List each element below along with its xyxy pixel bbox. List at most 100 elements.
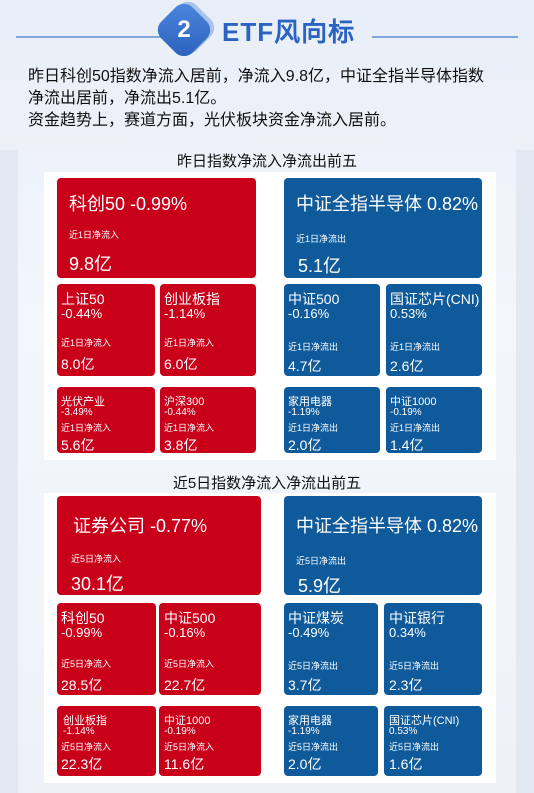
card-change: -0.19% (164, 726, 196, 737)
card-flow-label: 近5日净流入 (61, 659, 112, 669)
card-change: -0.44% (164, 407, 196, 418)
outflow-card: 家用电器 -1.19% 近1日净流出 2.0亿 (284, 387, 380, 453)
outflow-card: 中证500 -0.16% 近1日净流出 4.7亿 (284, 284, 380, 376)
card-flow-value: 6.0亿 (164, 356, 198, 372)
card-flow-label: 近5日净流入 (164, 742, 215, 752)
inflow-card-main: 科创50 -0.99% 近1日净流入 9.8亿 (57, 178, 256, 278)
card-change: -1.14% (164, 306, 206, 321)
section2-panel: 证券公司 -0.77% 近5日净流入 30.1亿 中证全指半导体 0.82% 近… (44, 493, 496, 783)
card-name: 中证500 (288, 291, 340, 307)
inflow-card: 沪深300 -0.44% 近1日净流入 3.8亿 (160, 387, 256, 453)
card-change: 0.34% (389, 625, 426, 640)
inflow-card: 创业板指 -1.14% 近1日净流入 6.0亿 (160, 284, 256, 376)
card-name: 证券公司 -0.77% (73, 516, 208, 536)
outflow-card: 中证银行 0.34% 近5日净流出 2.3亿 (384, 603, 482, 695)
card-flow-value: 22.3亿 (61, 756, 103, 772)
card-flow-value: 2.0亿 (288, 437, 322, 453)
card-flow-value: 4.7亿 (288, 358, 322, 374)
card-flow-value: 2.3亿 (389, 677, 423, 693)
card-flow-label: 近5日净流入 (164, 659, 215, 669)
inflow-card: 创业板指 -1.14% 近5日净流入 22.3亿 (57, 706, 156, 776)
card-flow-label: 近1日净流入 (61, 338, 112, 348)
inflow-card: 光伏产业 -3.49% 近1日净流入 5.6亿 (57, 387, 155, 453)
inflow-card-main: 证券公司 -0.77% 近5日净流入 30.1亿 (57, 496, 261, 595)
card-change: -3.49% (61, 407, 93, 418)
card-flow-label: 近5日净流出 (389, 742, 440, 752)
card-flow-value: 5.1亿 (298, 256, 342, 276)
card-flow-label: 近1日净流出 (296, 234, 347, 244)
card-name: 中证煤炭 (288, 610, 344, 626)
card-flow-label: 近5日净流入 (71, 554, 122, 564)
inflow-card: 科创50 -0.99% 近5日净流入 28.5亿 (57, 603, 156, 695)
outflow-card: 中证煤炭 -0.49% 近5日净流出 3.7亿 (284, 603, 378, 695)
card-flow-label: 近1日净流入 (69, 230, 120, 240)
card-flow-value: 11.6亿 (164, 756, 205, 772)
left-rail (0, 150, 18, 793)
header-rule-right (372, 36, 518, 38)
card-flow-value: 3.8亿 (164, 437, 198, 453)
outflow-card: 中证1000 -0.19% 近1日净流出 1.4亿 (386, 387, 482, 453)
intro-line: 昨日科创50指数净流入居前，净流入9.8亿，中证全指半导体指数 (28, 68, 485, 85)
section1-panel: 科创50 -0.99% 近1日净流入 9.8亿 中证全指半导体 0.82% 近1… (44, 172, 496, 460)
card-flow-label: 近1日净流入 (164, 423, 215, 433)
header-title: ETF风向标 (222, 17, 356, 47)
card-flow-value: 22.7亿 (164, 677, 206, 693)
card-change: 0.53% (390, 306, 427, 321)
inflow-card: 中证1000 -0.19% 近5日净流入 11.6亿 (159, 706, 261, 776)
card-flow-value: 8.0亿 (61, 356, 95, 372)
header-rule-left (16, 36, 166, 38)
card-flow-value: 5.9亿 (298, 576, 342, 595)
card-name: 中证1000 (164, 715, 211, 727)
card-change: -0.49% (288, 625, 330, 640)
section2-title: 近5日指数净流入净流出前五 (172, 475, 362, 492)
card-name: 光伏产业 (61, 396, 105, 408)
card-flow-label: 近1日净流入 (164, 338, 215, 348)
outflow-card-main: 中证全指半导体 0.82% 近5日净流出 5.9亿 (284, 496, 482, 595)
card-name: 中证全指半导体 0.82% (296, 194, 479, 214)
inflow-card: 中证500 -0.16% 近5日净流入 22.7亿 (159, 603, 261, 695)
card-flow-value: 2.6亿 (390, 358, 424, 374)
intro-text: 昨日科创50指数净流入居前，净流入9.8亿，中证全指半导体指数 净流出居前，净流… (28, 66, 518, 132)
card-change: -0.44% (61, 306, 103, 321)
card-change: -1.19% (288, 726, 320, 737)
outflow-card: 国证芯片(CNI) 0.53% 近1日净流出 2.6亿 (386, 284, 482, 376)
number-badge: 2 (152, 0, 220, 62)
card-flow-value: 28.5亿 (61, 677, 103, 693)
section1-title: 昨日指数净流入净流出前五 (176, 153, 357, 170)
inflow-card: 上证50 -0.44% 近1日净流入 8.0亿 (57, 284, 155, 376)
card-change: -0.16% (288, 306, 330, 321)
card-flow-label: 近1日净流入 (61, 423, 112, 433)
card-flow-label: 近5日净流出 (296, 556, 347, 566)
card-flow-value: 1.4亿 (390, 437, 424, 453)
card-flow-value: 30.1亿 (71, 574, 125, 594)
card-name: 家用电器 (288, 396, 332, 408)
card-name: 沪深300 (164, 396, 205, 408)
card-flow-value: 1.6亿 (389, 756, 423, 772)
card-name: 中证全指半导体 0.82% (296, 516, 479, 536)
card-change: -0.16% (164, 625, 206, 640)
card-change: 0.53% (389, 726, 418, 737)
card-name: 国证芯片(CNI) (390, 291, 480, 307)
card-name: 创业板指 (164, 291, 220, 307)
outflow-card-main: 中证全指半导体 0.82% 近1日净流出 5.1亿 (284, 178, 482, 278)
card-name: 国证芯片(CNI) (389, 715, 460, 727)
card-flow-value: 3.7亿 (288, 677, 322, 693)
card-name: 中证银行 (389, 610, 445, 626)
card-flow-value: 9.8亿 (69, 254, 113, 274)
card-name: 中证500 (164, 610, 216, 626)
card-flow-label: 近1日净流出 (288, 342, 339, 352)
card-change: -0.99% (61, 625, 103, 640)
card-name: 上证50 (61, 291, 105, 307)
card-change: -1.19% (288, 407, 320, 418)
card-flow-label: 近5日净流出 (389, 661, 440, 671)
intro-line: 资金趋势上，赛道方面，光伏板块资金净流入居前。 (28, 112, 397, 129)
card-flow-value: 2.0亿 (288, 756, 322, 772)
card-name: 家用电器 (288, 715, 332, 727)
card-flow-label: 近1日净流出 (288, 423, 339, 433)
card-flow-label: 近5日净流出 (288, 742, 339, 752)
card-flow-value: 5.6亿 (61, 437, 95, 453)
card-change: -0.19% (390, 407, 422, 418)
outflow-card: 国证芯片(CNI) 0.53% 近5日净流出 1.6亿 (384, 706, 482, 776)
card-flow-label: 近1日净流出 (390, 342, 441, 352)
